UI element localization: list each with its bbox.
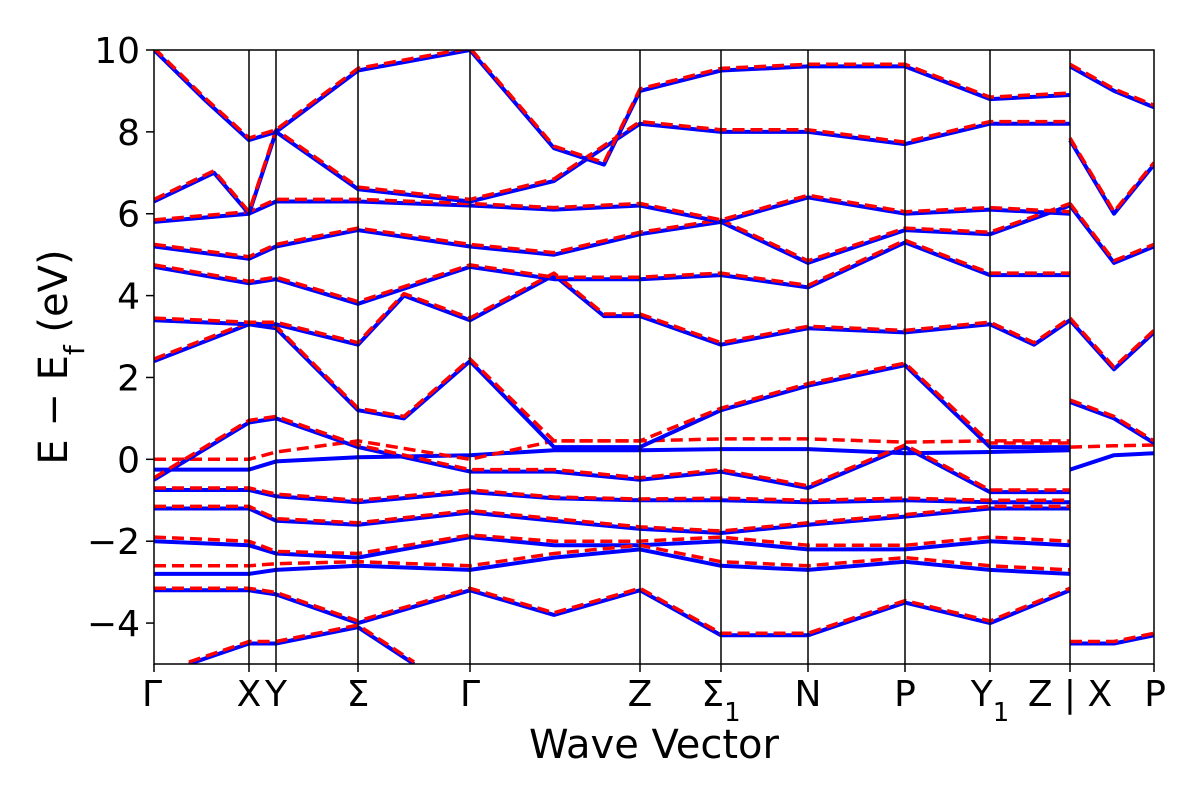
band-solid-6 xyxy=(154,506,1070,535)
band-dashed-5 xyxy=(154,486,1070,503)
x-axis-ticks: Γ X Y Σ Γ Z Σ1 N P Y1 Z | X P xyxy=(142,664,1166,728)
y-axis-ticks: −4 −2 0 2 4 6 8 10 xyxy=(87,31,154,645)
band-dashed-19 xyxy=(154,414,1070,492)
band-dashed-3 xyxy=(1069,443,1154,449)
band-dashed-31 xyxy=(154,201,1071,263)
x-tick-label-11: P xyxy=(1144,674,1166,715)
band-dashed-33 xyxy=(154,193,1071,222)
band-solid-4 xyxy=(154,488,1070,505)
band-dashed-23 xyxy=(1069,398,1154,443)
y-axis-label-base: E − E xyxy=(31,355,77,465)
band-dashed-25 xyxy=(154,271,1071,345)
band-solid-18 xyxy=(154,416,1070,495)
x-tick-label-5: Z xyxy=(628,674,653,715)
band-dashed-13 xyxy=(154,586,1071,636)
band-solid-42 xyxy=(1069,64,1154,110)
y-tick-label: 8 xyxy=(117,113,140,154)
y-tick-label: −4 xyxy=(87,604,140,645)
y-tick-label: 10 xyxy=(94,31,140,72)
band-solid-24 xyxy=(154,273,1072,347)
band-solid-28 xyxy=(154,240,1070,306)
y-tick-label: 4 xyxy=(117,277,140,318)
y-tick-label: 0 xyxy=(117,440,140,481)
x-tick-label-0: Γ xyxy=(142,674,162,715)
x-tick-label-8: P xyxy=(894,674,916,715)
band-dashed-37 xyxy=(1068,202,1154,263)
y-tick-label: 2 xyxy=(117,358,140,399)
x-tick-label-6: Σ1 xyxy=(701,674,740,728)
band-dashed-29 xyxy=(154,238,1070,304)
band-dashed-35 xyxy=(154,119,1070,214)
y-axis-label: E − Ef (eV) xyxy=(31,249,91,464)
x-tick-label-7: N xyxy=(795,674,822,715)
band-dashed-11 xyxy=(154,543,1071,572)
y-tick-label: −2 xyxy=(87,522,140,563)
band-solid-40 xyxy=(154,50,1071,167)
band-solid-10 xyxy=(154,547,1071,576)
band-dashed-41 xyxy=(154,50,1071,165)
band-dashed-17 xyxy=(1070,631,1154,644)
band-solid-16 xyxy=(1070,633,1154,646)
band-dashed-27 xyxy=(1068,316,1154,369)
band-dashed-43 xyxy=(1069,62,1154,107)
y-axis-label-tail: (eV) xyxy=(31,249,77,345)
band-solid-2 xyxy=(1069,451,1154,472)
band-dashed-7 xyxy=(154,504,1070,533)
band-dashed-39 xyxy=(1068,137,1154,214)
band-solid-26 xyxy=(1068,318,1154,372)
y-tick-label: 6 xyxy=(117,195,140,236)
band-solid-30 xyxy=(154,203,1071,265)
x-tick-label-1: X xyxy=(237,674,262,715)
band-solid-12 xyxy=(154,588,1071,638)
kpoint-divider-lines xyxy=(248,50,1071,664)
band-dashed-1 xyxy=(154,437,1070,462)
band-solid-22 xyxy=(1069,400,1154,445)
band-solid-14 xyxy=(188,625,416,664)
x-tick-label-3: Σ xyxy=(347,674,370,715)
x-tick-label-10: Z | X xyxy=(1028,674,1112,715)
band-dashed-9 xyxy=(154,533,1071,556)
y-axis-label-sub: f xyxy=(58,344,91,355)
band-solid-8 xyxy=(154,535,1071,560)
plot-frame xyxy=(153,49,1155,665)
x-tick-label-4: Γ xyxy=(460,674,480,715)
x-tick-label-2: Y xyxy=(264,674,288,715)
x-tick-label-9: Y1 xyxy=(970,674,1010,728)
band-lines xyxy=(154,50,1154,664)
x-axis-label: Wave Vector xyxy=(529,722,780,768)
band-solid-32 xyxy=(154,195,1071,224)
